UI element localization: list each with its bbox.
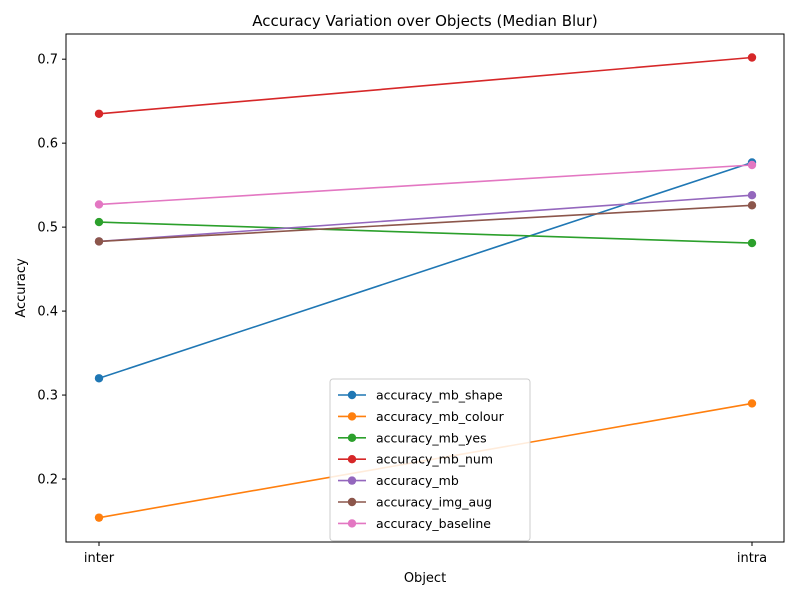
data-point xyxy=(747,191,757,200)
series-line xyxy=(98,56,753,115)
data-point xyxy=(747,53,757,62)
legend-label: accuracy_img_aug xyxy=(376,495,492,510)
series-line xyxy=(98,164,753,206)
series-accuracy_img_aug xyxy=(94,201,757,246)
data-point xyxy=(94,237,104,246)
legend-label: accuracy_mb_shape xyxy=(376,388,503,403)
data-point xyxy=(747,238,757,248)
y-axis-label: Accuracy xyxy=(14,258,29,318)
y-tick-label: 0.6 xyxy=(37,137,58,152)
series-group xyxy=(94,53,757,522)
x-axis-label: Object xyxy=(404,571,446,586)
data-point xyxy=(94,200,104,209)
legend-marker xyxy=(347,497,357,507)
legend: accuracy_mb_shape accuracy_mb_colouraccur… xyxy=(329,378,531,542)
legend-label: accuracy_mb xyxy=(376,473,459,488)
legend-marker xyxy=(347,455,357,464)
legend-entry: accuracy_img_aug xyxy=(338,495,492,510)
data-point xyxy=(94,217,104,227)
y-tick-label: 0.3 xyxy=(37,389,58,404)
legend-entry: accuracy_mb_shape xyxy=(338,388,503,403)
legend-marker xyxy=(347,390,357,400)
series-line xyxy=(98,204,753,243)
y-tick-label: 0.4 xyxy=(37,305,58,320)
y-tick-label: 0.7 xyxy=(37,53,58,68)
legend-entry: accuracy_mb_num xyxy=(338,452,493,467)
chart-title: Accuracy Variation over Objects (Median … xyxy=(252,12,597,30)
series-line xyxy=(98,161,753,380)
legend-box xyxy=(329,378,531,542)
data-point xyxy=(94,374,104,383)
series-accuracy_mb_shape xyxy=(94,158,757,383)
legend-marker xyxy=(347,476,357,485)
legend-label: accuracy_mb_colour xyxy=(376,409,505,424)
y-tick-label: 0.2 xyxy=(37,473,58,488)
legend-entry: accuracy_mb_colour xyxy=(338,409,505,424)
legend-marker xyxy=(347,433,357,442)
x-tick-label: intra xyxy=(737,551,767,566)
legend-marker xyxy=(347,412,357,421)
data-point xyxy=(94,513,104,522)
data-point xyxy=(747,201,757,210)
series-accuracy_mb_num xyxy=(94,53,757,118)
series-line xyxy=(98,194,753,243)
legend-entry: accuracy_baseline xyxy=(338,516,491,531)
legend-label: accuracy_mb_num xyxy=(376,452,493,467)
data-point xyxy=(747,399,757,408)
legend-marker xyxy=(347,519,357,528)
legend-label: accuracy_baseline xyxy=(376,516,491,531)
series-line xyxy=(98,221,753,244)
legend-entry: accuracy_mb xyxy=(338,473,459,488)
legend-label: accuracy_mb_yes xyxy=(376,430,487,445)
ticks-group: 0.2 0.3 0.4 0.5 0.6 0.7 inter intra xyxy=(37,53,767,566)
axes-frame xyxy=(65,33,785,543)
y-tick-label: 0.5 xyxy=(37,221,58,236)
data-point xyxy=(94,109,104,118)
x-tick-label: inter xyxy=(84,551,115,566)
data-point xyxy=(747,160,757,170)
legend-entry: accuracy_mb_yes xyxy=(338,430,487,445)
series-accuracy_baseline xyxy=(94,160,757,209)
series-accuracy_mb_yes xyxy=(94,217,757,248)
